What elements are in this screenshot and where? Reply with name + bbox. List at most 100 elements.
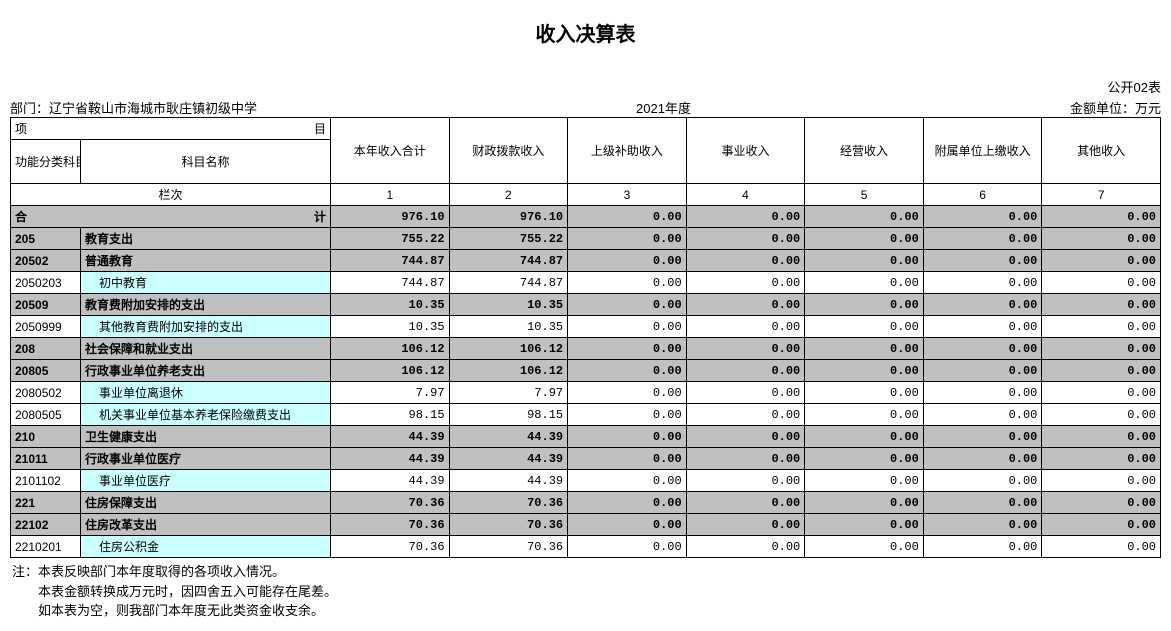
row-value: 0.00 [568,338,687,360]
row-code: 2080505 [11,404,81,426]
table-row: 205教育支出755.22755.220.000.000.000.000.00 [11,228,1161,250]
row-name: 初中教育 [81,272,331,294]
table-row: 2101102事业单位医疗44.3944.390.000.000.000.000… [11,470,1161,492]
row-value: 0.00 [568,404,687,426]
table-row: 2080505机关事业单位基本养老保险缴费支出98.1598.150.000.0… [11,404,1161,426]
row-value: 0.00 [1042,514,1161,536]
row-value: 0.00 [805,470,924,492]
row-value: 0.00 [686,514,805,536]
row-value: 0.00 [923,250,1042,272]
row-code: 2080502 [11,382,81,404]
row-value: 70.36 [449,536,568,558]
row-code: 22102 [11,514,81,536]
row-value: 0.00 [923,316,1042,338]
row-value: 44.39 [449,448,568,470]
table-row: 20805行政事业单位养老支出106.12106.120.000.000.000… [11,360,1161,382]
row-value: 0.00 [1042,360,1161,382]
row-name: 住房公积金 [81,536,331,558]
row-value: 98.15 [331,404,450,426]
year-cell: 2021年度 [636,98,691,117]
row-code: 2050203 [11,272,81,294]
row-name: 事业单位离退休 [81,382,331,404]
data-table: 项 目 本年收入合计 财政拨款收入 上级补助收入 事业收入 经营收入 附属单位上… [10,117,1161,558]
row-value: 0.00 [686,536,805,558]
col-5: 经营收入 [805,118,924,184]
row-value: 0.00 [923,536,1042,558]
row-value: 0.00 [686,294,805,316]
row-value: 44.39 [449,426,568,448]
row-value: 70.36 [449,492,568,514]
row-value: 0.00 [923,470,1042,492]
row-value: 44.39 [449,470,568,492]
total-label-left: 合 [11,206,81,228]
row-value: 0.00 [686,426,805,448]
row-name: 机关事业单位基本养老保险缴费支出 [81,404,331,426]
page-title: 收入决算表 [10,10,1161,77]
row-name: 卫生健康支出 [81,426,331,448]
row-value: 0.00 [923,404,1042,426]
row-value: 70.36 [449,514,568,536]
row-value: 0.00 [805,316,924,338]
row-value: 10.35 [331,294,450,316]
header-mu: 目 [81,118,331,140]
table-row: 208社会保障和就业支出106.12106.120.000.000.000.00… [11,338,1161,360]
header-lanci: 栏次 [11,184,331,206]
colnum-7: 7 [1042,184,1161,206]
row-value: 0.00 [568,316,687,338]
row-value: 0.00 [923,272,1042,294]
row-value: 0.00 [1042,250,1161,272]
row-value: 0.00 [1042,294,1161,316]
header-proj: 项 [11,118,81,140]
row-value: 0.00 [1042,338,1161,360]
table-row: 2050203初中教育744.87744.870.000.000.000.000… [11,272,1161,294]
row-value: 0.00 [805,360,924,382]
header-name: 科目名称 [81,140,331,184]
row-value: 0.00 [805,338,924,360]
row-value: 0.00 [1042,316,1161,338]
row-code: 20502 [11,250,81,272]
row-value: 0.00 [686,470,805,492]
row-value: 0.00 [1042,382,1161,404]
row-code: 20509 [11,294,81,316]
row-code: 2210201 [11,536,81,558]
row-value: 0.00 [686,228,805,250]
row-value: 0.00 [805,250,924,272]
row-value: 0.00 [923,448,1042,470]
row-value: 7.97 [449,382,568,404]
row-value: 0.00 [1042,404,1161,426]
row-code: 2101102 [11,470,81,492]
row-code: 205 [11,228,81,250]
row-value: 0.00 [568,228,687,250]
row-value: 0.00 [1042,448,1161,470]
row-value: 0.00 [686,316,805,338]
colnum-4: 4 [686,184,805,206]
note-1: 注：本表反映部门本年度取得的各项收入情况。 [10,562,1161,582]
row-code: 21011 [11,448,81,470]
row-value: 0.00 [1042,228,1161,250]
row-value: 755.22 [449,228,568,250]
table-row: 221住房保障支出70.3670.360.000.000.000.000.00 [11,492,1161,514]
row-value: 0.00 [568,294,687,316]
row-value: 0.00 [805,382,924,404]
row-name: 其他教育费附加安排的支出 [81,316,331,338]
row-value: 0.00 [686,250,805,272]
row-value: 0.00 [923,514,1042,536]
row-value: 744.87 [449,250,568,272]
row-code: 20805 [11,360,81,382]
row-value: 744.87 [331,250,450,272]
row-value: 0.00 [568,360,687,382]
total-label-right: 计 [81,206,331,228]
note-3: 如本表为空，则我部门本年度无此类资金收支余。 [10,601,1161,621]
unit-cell: 金额单位：万元 [1070,98,1161,117]
row-value: 10.35 [449,316,568,338]
row-value: 106.12 [449,360,568,382]
row-value: 10.35 [449,294,568,316]
row-value: 0.00 [686,206,805,228]
row-value: 0.00 [686,272,805,294]
row-name: 普通教育 [81,250,331,272]
row-value: 0.00 [805,404,924,426]
row-value: 0.00 [805,448,924,470]
row-value: 0.00 [923,492,1042,514]
table-row: 21011行政事业单位医疗44.3944.390.000.000.000.000… [11,448,1161,470]
header-code: 功能分类科目编码 [11,140,81,184]
